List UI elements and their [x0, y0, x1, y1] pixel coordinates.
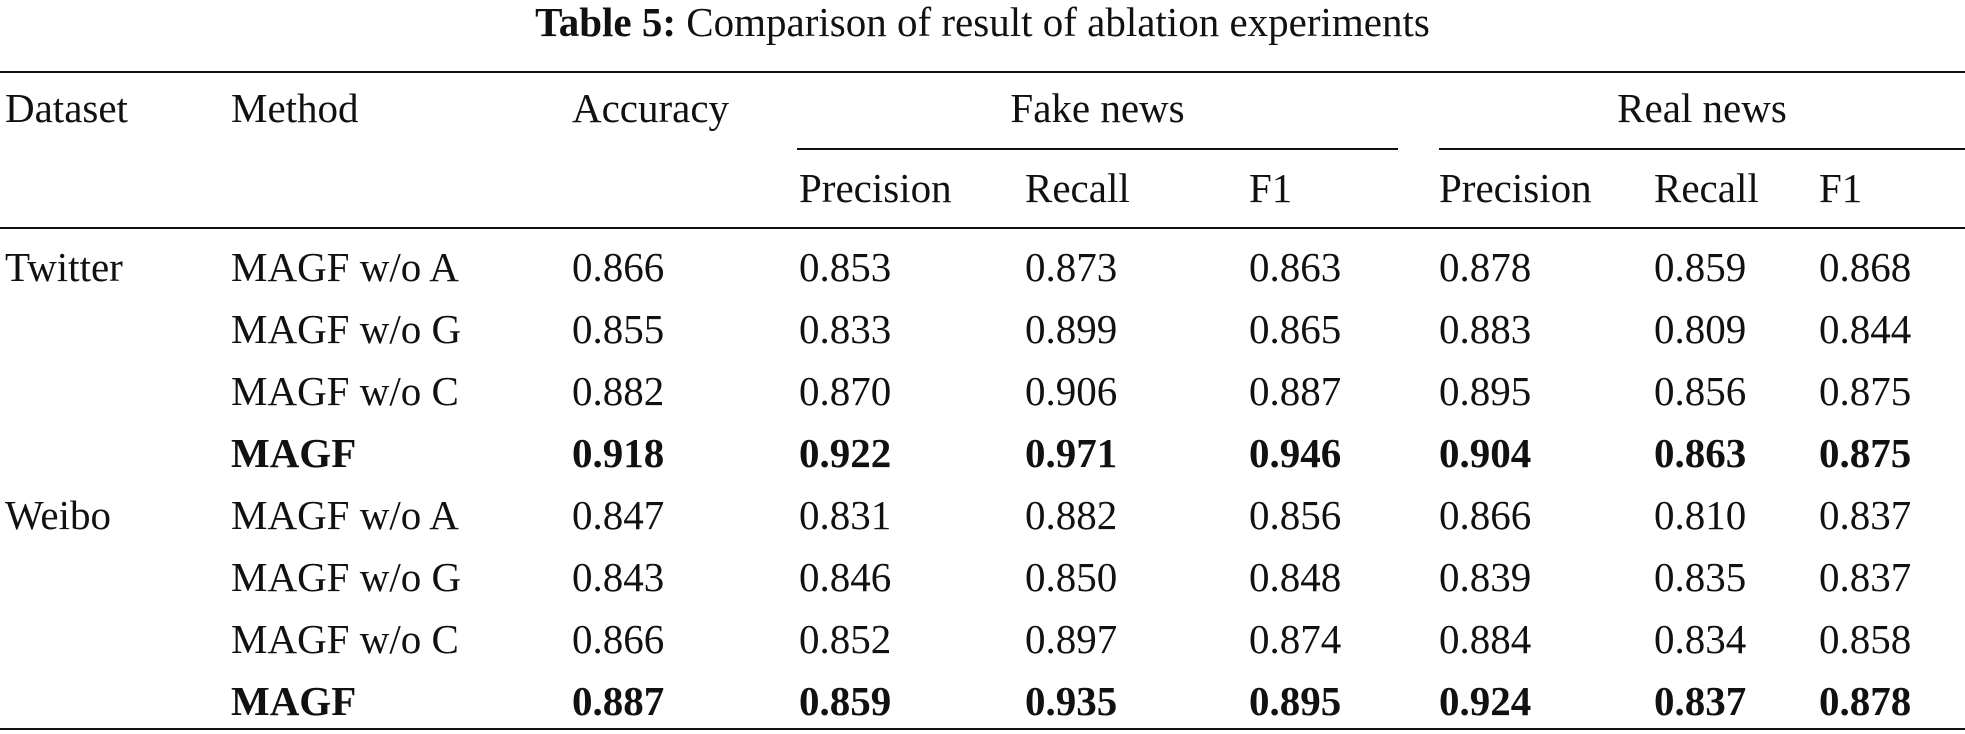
value-cell: 0.858: [1819, 616, 1912, 662]
value-cell: 0.878: [1439, 244, 1532, 290]
header-method: Method: [231, 85, 359, 131]
value-cell: 0.882: [572, 368, 665, 414]
value-cell: 0.844: [1819, 306, 1912, 352]
value-cell: 0.866: [1439, 492, 1532, 538]
fake-news-rule: [797, 148, 1398, 150]
table-title: Comparison of result of ablation experim…: [686, 0, 1430, 45]
value-cell: 0.847: [572, 492, 665, 538]
value-cell: 0.895: [1249, 678, 1342, 724]
value-cell: 0.834: [1654, 616, 1747, 662]
value-cell: 0.873: [1025, 244, 1118, 290]
value-cell: 0.874: [1249, 616, 1342, 662]
value-cell: 0.853: [799, 244, 892, 290]
value-cell: 0.837: [1654, 678, 1747, 724]
bottom-rule: [0, 728, 1965, 730]
value-cell: 0.837: [1819, 554, 1912, 600]
value-cell: 0.852: [799, 616, 892, 662]
dataset-cell: Twitter: [5, 244, 123, 290]
header-fake-recall: Recall: [1025, 165, 1130, 211]
header-real-f1: F1: [1819, 165, 1863, 211]
header-real-precision: Precision: [1439, 165, 1592, 211]
value-cell: 0.875: [1819, 368, 1912, 414]
value-cell: 0.856: [1654, 368, 1747, 414]
dataset-cell: Weibo: [5, 492, 112, 538]
value-cell: 0.924: [1439, 678, 1532, 724]
value-cell: 0.897: [1025, 616, 1118, 662]
table-caption: Table 5: Comparison of result of ablatio…: [0, 0, 1965, 44]
value-cell: 0.922: [799, 430, 892, 476]
value-cell: 0.868: [1819, 244, 1912, 290]
value-cell: 0.878: [1819, 678, 1912, 724]
header-fake-precision: Precision: [799, 165, 952, 211]
value-cell: 0.850: [1025, 554, 1118, 600]
header-dataset: Dataset: [5, 85, 128, 131]
value-cell: 0.971: [1025, 430, 1118, 476]
value-cell: 0.946: [1249, 430, 1342, 476]
value-cell: 0.870: [799, 368, 892, 414]
header-fake-f1: F1: [1249, 165, 1293, 211]
value-cell: 0.859: [799, 678, 892, 724]
value-cell: 0.835: [1654, 554, 1747, 600]
method-cell: MAGF w/o C: [231, 368, 459, 414]
table-label: Table 5:: [535, 0, 677, 45]
header-real-recall: Recall: [1654, 165, 1759, 211]
header-real-news: Real news: [1617, 85, 1787, 131]
top-rule: [0, 71, 1965, 73]
value-cell: 0.855: [572, 306, 665, 352]
value-cell: 0.831: [799, 492, 892, 538]
method-cell: MAGF w/o A: [231, 244, 459, 290]
value-cell: 0.887: [1249, 368, 1342, 414]
value-cell: 0.846: [799, 554, 892, 600]
method-cell: MAGF w/o A: [231, 492, 459, 538]
value-cell: 0.863: [1654, 430, 1747, 476]
value-cell: 0.906: [1025, 368, 1118, 414]
header-accuracy: Accuracy: [572, 85, 730, 131]
value-cell: 0.884: [1439, 616, 1532, 662]
value-cell: 0.837: [1819, 492, 1912, 538]
value-cell: 0.918: [572, 430, 665, 476]
value-cell: 0.866: [572, 244, 665, 290]
value-cell: 0.859: [1654, 244, 1747, 290]
value-cell: 0.843: [572, 554, 665, 600]
value-cell: 0.875: [1819, 430, 1912, 476]
value-cell: 0.899: [1025, 306, 1118, 352]
method-cell: MAGF: [231, 678, 357, 724]
value-cell: 0.882: [1025, 492, 1118, 538]
value-cell: 0.887: [572, 678, 665, 724]
value-cell: 0.863: [1249, 244, 1342, 290]
value-cell: 0.895: [1439, 368, 1532, 414]
value-cell: 0.935: [1025, 678, 1118, 724]
value-cell: 0.839: [1439, 554, 1532, 600]
real-news-rule: [1439, 148, 1965, 150]
value-cell: 0.809: [1654, 306, 1747, 352]
method-cell: MAGF w/o C: [231, 616, 459, 662]
value-cell: 0.865: [1249, 306, 1342, 352]
value-cell: 0.810: [1654, 492, 1747, 538]
value-cell: 0.833: [799, 306, 892, 352]
value-cell: 0.866: [572, 616, 665, 662]
value-cell: 0.904: [1439, 430, 1532, 476]
method-cell: MAGF: [231, 430, 357, 476]
value-cell: 0.848: [1249, 554, 1342, 600]
method-cell: MAGF w/o G: [231, 554, 462, 600]
value-cell: 0.856: [1249, 492, 1342, 538]
header-fake-news: Fake news: [1010, 85, 1185, 131]
method-cell: MAGF w/o G: [231, 306, 462, 352]
header-rule: [0, 227, 1965, 229]
value-cell: 0.883: [1439, 306, 1532, 352]
